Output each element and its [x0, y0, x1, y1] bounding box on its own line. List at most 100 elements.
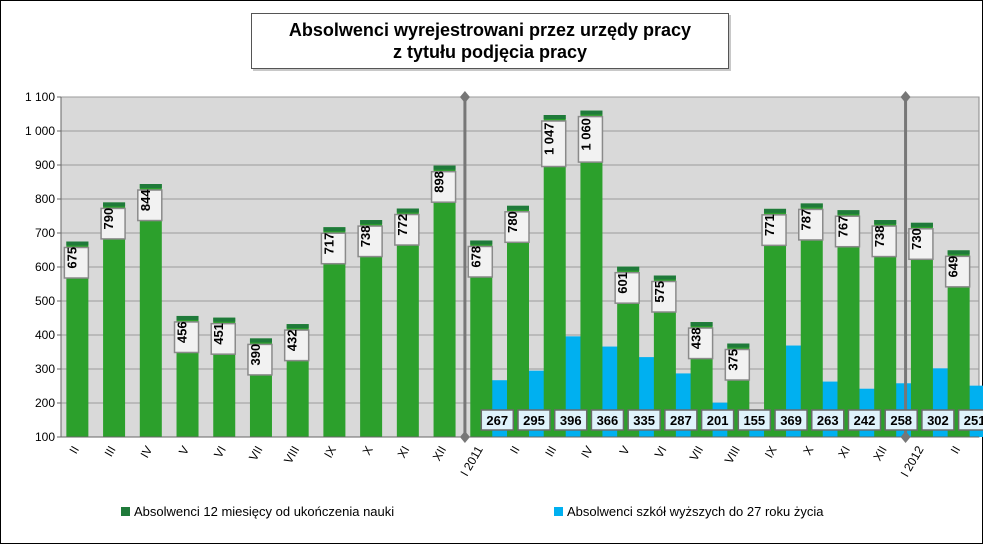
y-tick-label: 900: [35, 158, 55, 172]
bar-cap: [66, 241, 89, 246]
value-label-box: [504, 211, 530, 244]
value-label-box: [687, 327, 714, 360]
value-label-higher: 155: [743, 413, 765, 428]
x-tick-label: XI: [835, 444, 853, 461]
value-label-box: [811, 409, 845, 431]
chart-title-line1: Absolwenci wyrejestrowani przez urzędy p…: [288, 20, 692, 40]
value-label-box: [627, 409, 661, 431]
legend-label-higher: Absolwenci szkół wyższych do 27 roku życ…: [567, 504, 824, 519]
bar-cap: [800, 203, 823, 208]
bar-cap: [176, 315, 199, 320]
value-label-higher: 201: [707, 413, 729, 428]
y-tick-label: 200: [35, 396, 55, 410]
chart-title: Absolwenci wyrejestrowani przez urzędy p…: [251, 13, 729, 69]
bar-graduates-12m: [66, 241, 89, 437]
bar-graduates-12m: [653, 275, 676, 437]
bar-cap: [103, 202, 126, 207]
x-tick-label: VI: [652, 444, 670, 461]
bar-cap: [764, 208, 787, 213]
value-label-box: [540, 120, 567, 168]
value-label-12m: 738: [358, 225, 373, 247]
value-label-box: [100, 207, 126, 240]
value-label-box: [847, 409, 882, 431]
value-label-higher: 267: [486, 413, 508, 428]
x-tick-label: XII: [430, 444, 449, 464]
value-label-12m: 1 047: [542, 122, 557, 155]
value-label-12m: 790: [101, 208, 116, 230]
value-label-12m: 767: [835, 216, 850, 238]
bar-cap: [727, 343, 750, 348]
value-label-12m: 717: [321, 233, 336, 255]
value-label-box: [137, 189, 163, 222]
bar-cap: [507, 205, 529, 210]
x-tick-label: IX: [321, 444, 339, 461]
x-tick-label: IV: [578, 444, 596, 461]
bar-cap: [433, 165, 456, 170]
bar-cap: [286, 324, 309, 329]
bar-cap: [910, 222, 933, 227]
x-tick-label: I 2011: [458, 443, 487, 478]
value-label-higher: 258: [890, 413, 912, 428]
value-label-higher: 366: [597, 413, 619, 428]
x-tick-label: II: [948, 444, 963, 457]
value-label-box: [614, 271, 640, 304]
value-label-box: [63, 246, 90, 279]
value-label-box: [774, 409, 808, 431]
value-label-box: [467, 245, 494, 278]
bar-cap: [947, 250, 970, 255]
x-tick-label: X: [360, 444, 376, 458]
value-label-higher: 251: [964, 413, 983, 428]
value-label-12m: 780: [505, 211, 520, 233]
value-label-box: [517, 409, 551, 431]
bar-cap: [470, 240, 493, 245]
value-label-12m: 432: [285, 330, 300, 352]
y-tick-label: 400: [35, 328, 55, 342]
bar-graduates-12m: [837, 210, 860, 437]
value-label-higher: 369: [780, 413, 802, 428]
value-label-higher: 335: [633, 413, 655, 428]
y-tick-label: 300: [35, 362, 55, 376]
value-label-box: [283, 329, 310, 362]
marker-diamond: [459, 431, 470, 443]
value-label-higher: 263: [817, 413, 839, 428]
value-label-box: [430, 170, 457, 203]
bar-graduates-12m: [396, 208, 419, 437]
x-tick-label: IV: [138, 444, 156, 461]
value-label-higher: 287: [670, 413, 692, 428]
bar-cap: [580, 110, 603, 115]
bar-graduates-12m: [947, 250, 970, 437]
bar-graduates-12m: [433, 165, 456, 437]
value-label-box: [173, 321, 200, 354]
bar-cap: [213, 317, 236, 322]
x-tick-label: VIII: [281, 444, 302, 467]
value-label-box: [664, 409, 698, 431]
value-label-box: [908, 228, 934, 261]
value-label-12m: 375: [725, 349, 740, 371]
value-label-12m: 787: [799, 209, 814, 231]
bar-cap: [360, 220, 383, 225]
value-label-box: [944, 255, 971, 288]
y-tick-label: 1 000: [25, 124, 55, 138]
value-label-box: [394, 213, 420, 246]
x-tick-label: III: [102, 444, 119, 460]
value-label-box: [590, 409, 625, 431]
value-label-box: [921, 409, 955, 431]
marker-diamond: [459, 91, 470, 103]
value-label-box: [553, 409, 588, 431]
x-tick-label: V: [176, 444, 192, 458]
value-label-box: [737, 409, 772, 431]
value-label-box: [884, 409, 918, 431]
x-tick-label: V: [617, 444, 633, 458]
y-tick-label: 100: [35, 430, 55, 444]
bar-cap: [543, 115, 566, 120]
bar-graduates-12m: [360, 220, 383, 437]
bar-graduates-12m: [507, 205, 529, 437]
y-tick-label: 700: [35, 226, 55, 240]
legend-swatch-higher: [554, 507, 563, 516]
value-label-12m: 772: [395, 214, 410, 236]
bar-cap: [653, 275, 676, 280]
value-label-12m: 390: [248, 344, 263, 366]
y-tick-label: 1 100: [25, 90, 55, 104]
bar-graduates-12m: [874, 220, 897, 437]
